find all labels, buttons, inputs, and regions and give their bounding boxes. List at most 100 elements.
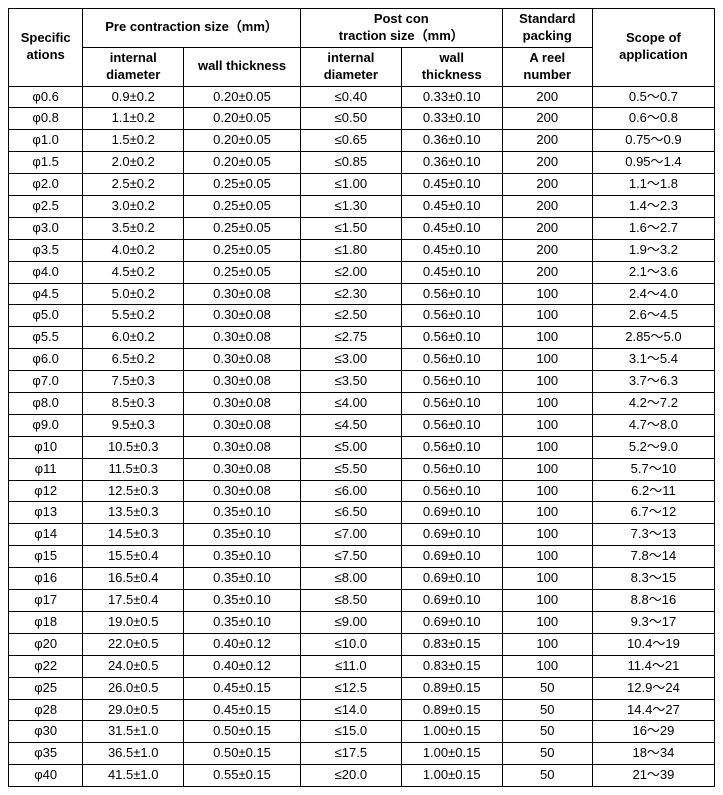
cell-post_id: ≤11.0: [300, 655, 401, 677]
header-post-wall-thickness: wallthickness: [401, 47, 502, 86]
table-row: φ1212.5±0.30.30±0.08≤6.000.56±0.101006.2…: [9, 480, 715, 502]
cell-pre_wt: 0.35±0.10: [184, 524, 301, 546]
cell-post_wt: 0.83±0.15: [401, 655, 502, 677]
table-row: φ7.07.5±0.30.30±0.08≤3.500.56±0.101003.7…: [9, 371, 715, 393]
cell-spec: φ18: [9, 611, 83, 633]
cell-scope: 8.3～15: [592, 568, 714, 590]
cell-spec: φ28: [9, 699, 83, 721]
cell-pack: 200: [502, 108, 592, 130]
cell-spec: φ1.5: [9, 152, 83, 174]
table-row: φ3.03.5±0.20.25±0.05≤1.500.45±0.102001.6…: [9, 217, 715, 239]
cell-pack: 100: [502, 546, 592, 568]
cell-spec: φ10: [9, 436, 83, 458]
cell-post_id: ≤8.50: [300, 590, 401, 612]
table-row: φ1010.5±0.30.30±0.08≤5.000.56±0.101005.2…: [9, 436, 715, 458]
cell-pre_wt: 0.30±0.08: [184, 371, 301, 393]
cell-post_wt: 0.36±0.10: [401, 152, 502, 174]
cell-post_wt: 0.36±0.10: [401, 130, 502, 152]
cell-pack: 100: [502, 480, 592, 502]
cell-pre_id: 16.5±0.4: [83, 568, 184, 590]
cell-pre_id: 10.5±0.3: [83, 436, 184, 458]
cell-scope: 2.6～4.5: [592, 305, 714, 327]
cell-pre_wt: 0.40±0.12: [184, 655, 301, 677]
cell-post_id: ≤1.00: [300, 174, 401, 196]
cell-pre_id: 2.0±0.2: [83, 152, 184, 174]
cell-scope: 1.9～3.2: [592, 239, 714, 261]
specifications-table: Specifications Pre contraction size（mm） …: [8, 8, 715, 787]
cell-spec: φ4.0: [9, 261, 83, 283]
cell-post_wt: 0.69±0.10: [401, 611, 502, 633]
cell-pack: 50: [502, 721, 592, 743]
table-row: φ1717.5±0.40.35±0.10≤8.500.69±0.101008.8…: [9, 590, 715, 612]
cell-pack: 100: [502, 393, 592, 415]
cell-pre_wt: 0.20±0.05: [184, 152, 301, 174]
cell-scope: 1.6～2.7: [592, 217, 714, 239]
cell-post_id: ≤4.50: [300, 414, 401, 436]
cell-scope: 16～29: [592, 721, 714, 743]
cell-pack: 100: [502, 436, 592, 458]
table-row: φ1.52.0±0.20.20±0.05≤0.850.36±0.102000.9…: [9, 152, 715, 174]
cell-spec: φ35: [9, 743, 83, 765]
cell-pack: 200: [502, 239, 592, 261]
cell-spec: φ0.6: [9, 86, 83, 108]
cell-post_wt: 0.56±0.10: [401, 480, 502, 502]
cell-pre_wt: 0.20±0.05: [184, 130, 301, 152]
cell-spec: φ0.8: [9, 108, 83, 130]
cell-pre_id: 1.1±0.2: [83, 108, 184, 130]
cell-pre_wt: 0.45±0.15: [184, 677, 301, 699]
cell-post_wt: 0.45±0.10: [401, 174, 502, 196]
cell-pack: 200: [502, 86, 592, 108]
cell-post_id: ≤0.40: [300, 86, 401, 108]
cell-pre_id: 31.5±1.0: [83, 721, 184, 743]
cell-pre_wt: 0.25±0.05: [184, 217, 301, 239]
header-standard-packing: Standardpacking: [502, 9, 592, 48]
cell-post_wt: 0.89±0.15: [401, 699, 502, 721]
cell-pre_id: 11.5±0.3: [83, 458, 184, 480]
cell-spec: φ4.5: [9, 283, 83, 305]
table-row: φ4.04.5±0.20.25±0.05≤2.000.45±0.102002.1…: [9, 261, 715, 283]
cell-post_id: ≤0.50: [300, 108, 401, 130]
cell-scope: 0.95～1.4: [592, 152, 714, 174]
cell-post_id: ≤12.5: [300, 677, 401, 699]
cell-scope: 2.4～4.0: [592, 283, 714, 305]
cell-pack: 200: [502, 196, 592, 218]
cell-spec: φ13: [9, 502, 83, 524]
cell-post_wt: 0.56±0.10: [401, 393, 502, 415]
header-specifications: Specifications: [9, 9, 83, 87]
cell-post_id: ≤15.0: [300, 721, 401, 743]
cell-pre_wt: 0.30±0.08: [184, 414, 301, 436]
cell-post_wt: 0.33±0.10: [401, 86, 502, 108]
cell-spec: φ5.5: [9, 327, 83, 349]
cell-spec: φ40: [9, 765, 83, 787]
table-row: φ0.81.1±0.20.20±0.05≤0.500.33±0.102000.6…: [9, 108, 715, 130]
cell-scope: 5.7～10: [592, 458, 714, 480]
cell-pack: 100: [502, 327, 592, 349]
cell-scope: 18～34: [592, 743, 714, 765]
cell-post_wt: 0.56±0.10: [401, 436, 502, 458]
header-reel-number: A reelnumber: [502, 47, 592, 86]
table-row: φ5.56.0±0.20.30±0.08≤2.750.56±0.101002.8…: [9, 327, 715, 349]
cell-pre_wt: 0.35±0.10: [184, 568, 301, 590]
cell-scope: 14.4～27: [592, 699, 714, 721]
cell-pre_id: 6.0±0.2: [83, 327, 184, 349]
table-row: φ2022.0±0.50.40±0.12≤10.00.83±0.1510010.…: [9, 633, 715, 655]
cell-pack: 200: [502, 152, 592, 174]
cell-post_wt: 0.45±0.10: [401, 239, 502, 261]
cell-spec: φ14: [9, 524, 83, 546]
cell-post_id: ≤1.30: [300, 196, 401, 218]
cell-scope: 6.2～11: [592, 480, 714, 502]
cell-pack: 100: [502, 633, 592, 655]
cell-spec: φ15: [9, 546, 83, 568]
cell-post_id: ≤4.00: [300, 393, 401, 415]
cell-pack: 100: [502, 590, 592, 612]
cell-post_id: ≤3.00: [300, 349, 401, 371]
cell-pre_wt: 0.35±0.10: [184, 502, 301, 524]
cell-post_wt: 0.69±0.10: [401, 590, 502, 612]
cell-pre_id: 3.5±0.2: [83, 217, 184, 239]
table-header: Specifications Pre contraction size（mm） …: [9, 9, 715, 87]
cell-pre_id: 4.0±0.2: [83, 239, 184, 261]
table-row: φ2.02.5±0.20.25±0.05≤1.000.45±0.102001.1…: [9, 174, 715, 196]
cell-spec: φ8.0: [9, 393, 83, 415]
cell-pre_id: 17.5±0.4: [83, 590, 184, 612]
cell-pack: 50: [502, 677, 592, 699]
